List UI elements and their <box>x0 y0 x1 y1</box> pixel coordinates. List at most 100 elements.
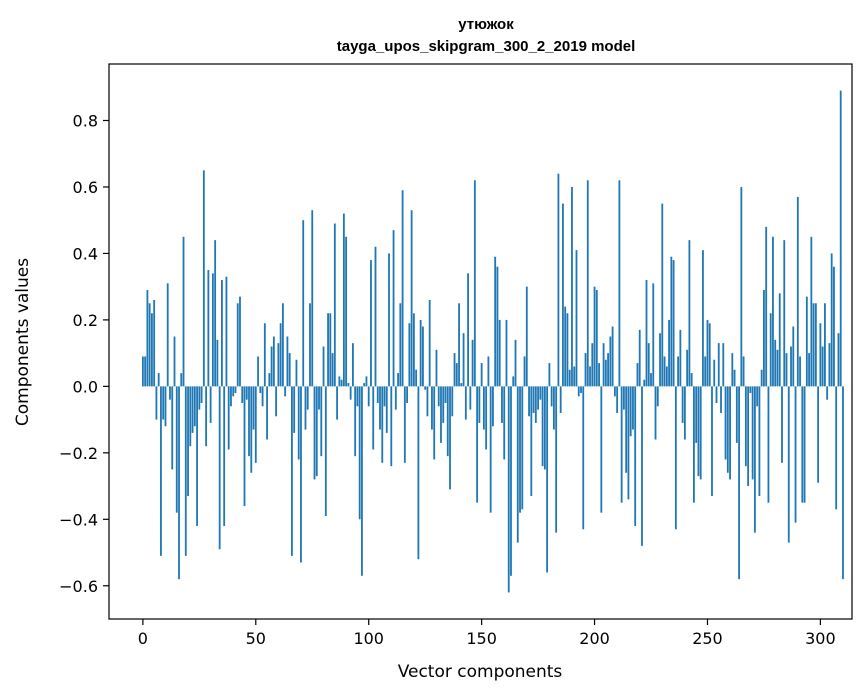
bar-200 <box>593 286 596 387</box>
bar-234 <box>670 256 673 387</box>
bar-8 <box>160 386 162 556</box>
bar-206 <box>607 353 609 387</box>
bar-105 <box>379 386 381 430</box>
bar-142 <box>462 333 465 387</box>
bar-124 <box>422 326 424 387</box>
bar-310 <box>842 386 844 580</box>
bar-154 <box>489 386 492 513</box>
bar-256 <box>720 386 722 413</box>
bar-10 <box>164 386 167 427</box>
bar-143 <box>464 386 467 420</box>
bar-27 <box>202 170 205 387</box>
bar-274 <box>760 369 763 387</box>
bar-100 <box>367 386 370 407</box>
bar-102 <box>372 386 375 450</box>
bar-130 <box>435 349 438 387</box>
y-axis-label: Components values <box>13 258 33 426</box>
bar-262 <box>733 369 736 387</box>
bars-group <box>141 90 847 593</box>
bar-156 <box>494 256 497 387</box>
bar-115 <box>401 190 404 387</box>
bar-79 <box>320 386 323 457</box>
bar-116 <box>403 386 406 463</box>
bar-152 <box>485 386 488 450</box>
bar-35 <box>221 280 223 387</box>
bar-30 <box>209 386 212 423</box>
bar-26 <box>200 386 203 403</box>
bar-1 <box>144 356 147 387</box>
bar-309 <box>839 90 842 387</box>
bar-128 <box>431 386 433 430</box>
bar-45 <box>243 386 246 507</box>
bar-11 <box>166 283 169 387</box>
bar-24 <box>196 386 198 526</box>
bar-197 <box>586 180 589 387</box>
bar-175 <box>537 386 539 410</box>
bar-114 <box>399 303 402 387</box>
bar-211 <box>618 180 621 387</box>
bar-104 <box>376 386 379 403</box>
bar-172 <box>530 386 533 497</box>
bar-144 <box>467 273 469 387</box>
bar-268 <box>747 386 750 487</box>
bar-99 <box>365 376 368 387</box>
bar-110 <box>390 386 393 467</box>
bar-148 <box>476 386 479 503</box>
bar-294 <box>805 296 808 387</box>
bar-304 <box>828 343 831 387</box>
bar-253 <box>713 359 716 387</box>
bar-146 <box>471 339 474 387</box>
y-tick-label: −0.4 <box>59 510 98 529</box>
bar-291 <box>799 356 801 387</box>
chart-title: утюжок <box>458 16 514 33</box>
bar-180 <box>548 363 551 387</box>
bar-273 <box>758 386 761 497</box>
bar-271 <box>753 386 756 533</box>
bar-87 <box>338 376 341 387</box>
bar-221 <box>641 386 643 546</box>
bar-95 <box>356 386 359 407</box>
bar-19 <box>184 386 187 556</box>
bar-238 <box>679 329 682 387</box>
bar-16 <box>178 386 180 580</box>
bar-275 <box>763 289 765 387</box>
bar-196 <box>584 353 587 387</box>
bar-292 <box>801 386 804 503</box>
bar-205 <box>604 359 607 387</box>
bar-51 <box>257 356 259 387</box>
bar-141 <box>460 383 463 387</box>
bar-219 <box>636 363 639 387</box>
x-axis-ticks: 0 50 100 150 200 250 300 <box>138 619 836 648</box>
bar-296 <box>810 236 813 387</box>
y-tick-label: −0.6 <box>59 577 98 596</box>
bar-17 <box>180 373 183 387</box>
bar-204 <box>602 343 605 387</box>
bar-178 <box>543 386 546 470</box>
bar-187 <box>564 306 567 387</box>
bar-249 <box>704 356 707 387</box>
bar-47 <box>248 386 250 457</box>
bar-108 <box>385 386 388 433</box>
bar-286 <box>787 386 790 543</box>
bar-295 <box>808 353 810 387</box>
bar-46 <box>245 386 248 400</box>
bar-308 <box>837 333 840 387</box>
bar-298 <box>814 303 817 387</box>
bar-203 <box>600 386 603 513</box>
bar-232 <box>665 366 668 387</box>
bar-222 <box>643 379 646 387</box>
bar-258 <box>724 386 727 460</box>
bar-226 <box>652 283 655 387</box>
bar-169 <box>523 356 526 387</box>
bar-71 <box>302 220 305 387</box>
bar-64 <box>286 336 289 387</box>
bar-285 <box>785 353 788 387</box>
chart-subtitle: tayga_upos_skipgram_300_2_2019 model <box>337 38 636 55</box>
bar-224 <box>647 343 650 387</box>
bar-214 <box>625 386 628 473</box>
bar-188 <box>566 313 569 387</box>
bar-173 <box>532 386 535 413</box>
bar-111 <box>392 230 395 387</box>
bar-248 <box>702 250 704 387</box>
bar-270 <box>751 386 754 480</box>
